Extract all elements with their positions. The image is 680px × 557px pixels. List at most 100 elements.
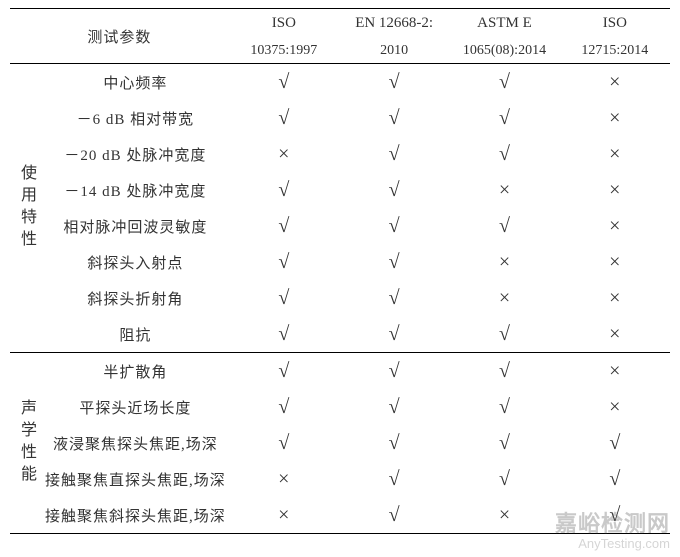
mark-cell: √ xyxy=(339,497,449,534)
param-label: －14 dB 处脉冲宽度 xyxy=(64,184,206,200)
cross-icon: × xyxy=(609,179,620,201)
std-2-line1: ASTM E xyxy=(477,15,532,31)
table-row: 斜探头入射点 √ √ × × xyxy=(10,244,670,280)
mark-cell: × xyxy=(560,244,670,280)
check-icon: √ xyxy=(278,323,289,345)
mark-cell: √ xyxy=(449,316,559,353)
mark-cell: × xyxy=(229,461,339,497)
param-label: 平探头近场长度 xyxy=(79,401,191,417)
cross-icon: × xyxy=(609,396,620,418)
cross-icon: × xyxy=(499,504,510,526)
mark-cell: √ xyxy=(449,353,559,390)
header-param-label: 测试参数 xyxy=(87,30,151,46)
check-icon: √ xyxy=(499,360,510,382)
param-cell: 斜探头折射角 xyxy=(42,280,229,316)
mark-cell: × xyxy=(560,100,670,136)
mark-cell: × xyxy=(560,353,670,390)
table-header-row-1: 测试参数 ISO EN 12668-2: ASTM E ISO xyxy=(10,9,670,37)
mark-cell: × xyxy=(560,136,670,172)
param-label: 斜探头入射点 xyxy=(87,256,183,272)
check-icon: √ xyxy=(609,468,620,490)
mark-cell: × xyxy=(229,497,339,534)
cross-icon: × xyxy=(609,107,620,129)
mark-cell: √ xyxy=(449,100,559,136)
mark-cell: √ xyxy=(449,425,559,461)
check-icon: √ xyxy=(278,396,289,418)
std-3-line2: 12715:2014 xyxy=(581,43,648,58)
param-label: 接触聚焦直探头焦距,场深 xyxy=(45,473,226,489)
table-row: 接触聚焦斜探头焦距,场深×√×√ xyxy=(10,497,670,534)
param-label: 接触聚焦斜探头焦距,场深 xyxy=(45,509,226,525)
mark-cell: × xyxy=(560,172,670,208)
check-icon: √ xyxy=(389,504,400,526)
table-row: 声学性能半扩散角√√√× xyxy=(10,353,670,390)
check-icon: √ xyxy=(389,179,400,201)
std-0-line1: ISO xyxy=(272,15,296,31)
mark-cell: √ xyxy=(229,353,339,390)
param-cell: －14 dB 处脉冲宽度 xyxy=(42,172,229,208)
std-2-line2: 1065(08):2014 xyxy=(463,43,546,58)
check-icon: √ xyxy=(609,432,620,454)
cross-icon: × xyxy=(609,360,620,382)
check-icon: √ xyxy=(389,396,400,418)
check-icon: √ xyxy=(278,215,289,237)
check-icon: √ xyxy=(389,287,400,309)
mark-cell: √ xyxy=(339,280,449,316)
category-cell: 声学性能 xyxy=(10,353,42,534)
table-row: 阻抗√√√× xyxy=(10,316,670,353)
check-icon: √ xyxy=(278,360,289,382)
table-row: －20 dB 处脉冲宽度×√√× xyxy=(10,136,670,172)
mark-cell: √ xyxy=(449,208,559,244)
check-icon: √ xyxy=(499,396,510,418)
cross-icon: × xyxy=(499,179,510,201)
category-label: 使用特性 xyxy=(14,160,38,252)
std-1-line1: EN 12668-2: xyxy=(355,15,433,31)
mark-cell: × xyxy=(560,280,670,316)
mark-cell: √ xyxy=(339,389,449,425)
check-icon: √ xyxy=(389,107,400,129)
cross-icon: × xyxy=(609,287,620,309)
mark-cell: √ xyxy=(229,244,339,280)
param-cell: 中心频率 xyxy=(42,64,229,101)
check-icon: √ xyxy=(499,107,510,129)
mark-cell: × xyxy=(449,244,559,280)
mark-cell: √ xyxy=(229,100,339,136)
check-icon: √ xyxy=(278,71,289,93)
mark-cell: √ xyxy=(339,425,449,461)
mark-cell: √ xyxy=(560,497,670,534)
table-row: 平探头近场长度 √ √ √ × xyxy=(10,389,670,425)
param-label: 中心频率 xyxy=(103,76,167,92)
check-icon: √ xyxy=(278,251,289,273)
cross-icon: × xyxy=(499,251,510,273)
check-icon: √ xyxy=(499,215,510,237)
mark-cell: √ xyxy=(339,136,449,172)
mark-cell: √ xyxy=(339,100,449,136)
mark-cell: √ xyxy=(339,316,449,353)
param-cell: 阻抗 xyxy=(42,316,229,353)
param-cell: －6 dB 相对带宽 xyxy=(42,100,229,136)
param-label: 相对脉冲回波灵敏度 xyxy=(63,220,207,236)
param-label: 半扩散角 xyxy=(103,365,167,381)
check-icon: √ xyxy=(389,432,400,454)
cross-icon: × xyxy=(609,251,620,273)
mark-cell: √ xyxy=(449,136,559,172)
mark-cell: √ xyxy=(339,244,449,280)
mark-cell: √ xyxy=(339,64,449,101)
param-cell: 相对脉冲回波灵敏度 xyxy=(42,208,229,244)
mark-cell: × xyxy=(449,172,559,208)
table-row: 使用特性中心频率√√√× xyxy=(10,64,670,101)
check-icon: √ xyxy=(499,323,510,345)
check-icon: √ xyxy=(389,360,400,382)
mark-cell: × xyxy=(560,389,670,425)
table-row: 斜探头折射角√√×× xyxy=(10,280,670,316)
param-cell: 斜探头入射点 xyxy=(42,244,229,280)
std-3-line1: ISO xyxy=(603,15,627,31)
category-cell: 使用特性 xyxy=(10,64,42,353)
mark-cell: √ xyxy=(229,172,339,208)
check-icon: √ xyxy=(389,323,400,345)
mark-cell: √ xyxy=(339,353,449,390)
check-icon: √ xyxy=(389,251,400,273)
check-icon: √ xyxy=(278,107,289,129)
param-label: －20 dB 处脉冲宽度 xyxy=(64,148,206,164)
mark-cell: × xyxy=(560,208,670,244)
